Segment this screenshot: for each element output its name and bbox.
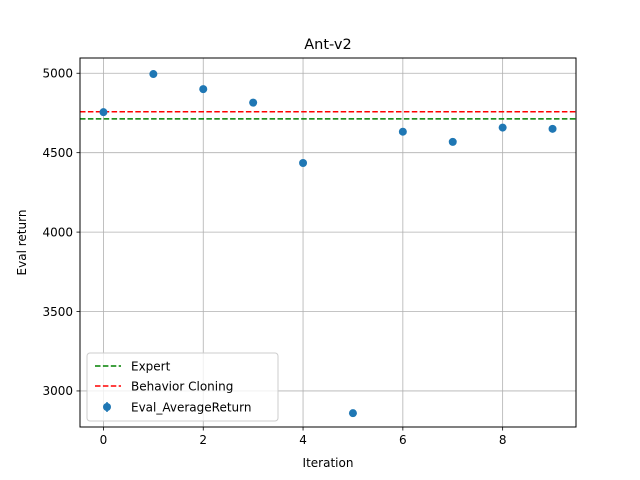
chart-title: Ant-v2 [304, 37, 351, 53]
x-tick-label: 0 [100, 433, 108, 447]
data-points [99, 70, 557, 418]
legend-box [86, 352, 279, 422]
x-tick-label: 4 [299, 433, 307, 447]
legend-label: Behavior Cloning [131, 379, 233, 393]
data-point [249, 98, 258, 107]
legend: Expert Behavior Cloning Eval_AverageReturn [86, 352, 279, 422]
x-tick-label: 2 [199, 433, 207, 447]
data-point [448, 137, 457, 146]
data-point [548, 124, 557, 133]
x-tick-label: 8 [499, 433, 507, 447]
data-point [498, 123, 507, 132]
data-point [199, 85, 208, 94]
legend-label: Expert [131, 359, 171, 373]
x-axis-title: Iteration [303, 456, 354, 470]
y-tick-label: 4000 [42, 225, 73, 239]
reference-lines [80, 110, 576, 120]
axis-ticks: 0 2 4 6 8 3000 3500 4000 4500 5000 [42, 67, 506, 447]
legend-entries: Expert Behavior Cloning Eval_AverageReturn [95, 359, 251, 414]
data-point [398, 127, 407, 136]
y-axis-title: Eval return [15, 210, 29, 276]
y-tick-label: 3000 [42, 384, 73, 398]
x-tick-label: 6 [399, 433, 407, 447]
data-point [149, 70, 158, 79]
y-tick-label: 4500 [42, 146, 73, 160]
data-point [99, 108, 108, 117]
y-tick-label: 5000 [42, 67, 73, 81]
plot-area-frame [79, 57, 577, 428]
y-tick-label: 3500 [42, 305, 73, 319]
legend-label: Eval_AverageReturn [131, 400, 251, 414]
data-point [299, 158, 308, 167]
data-point [348, 409, 357, 418]
